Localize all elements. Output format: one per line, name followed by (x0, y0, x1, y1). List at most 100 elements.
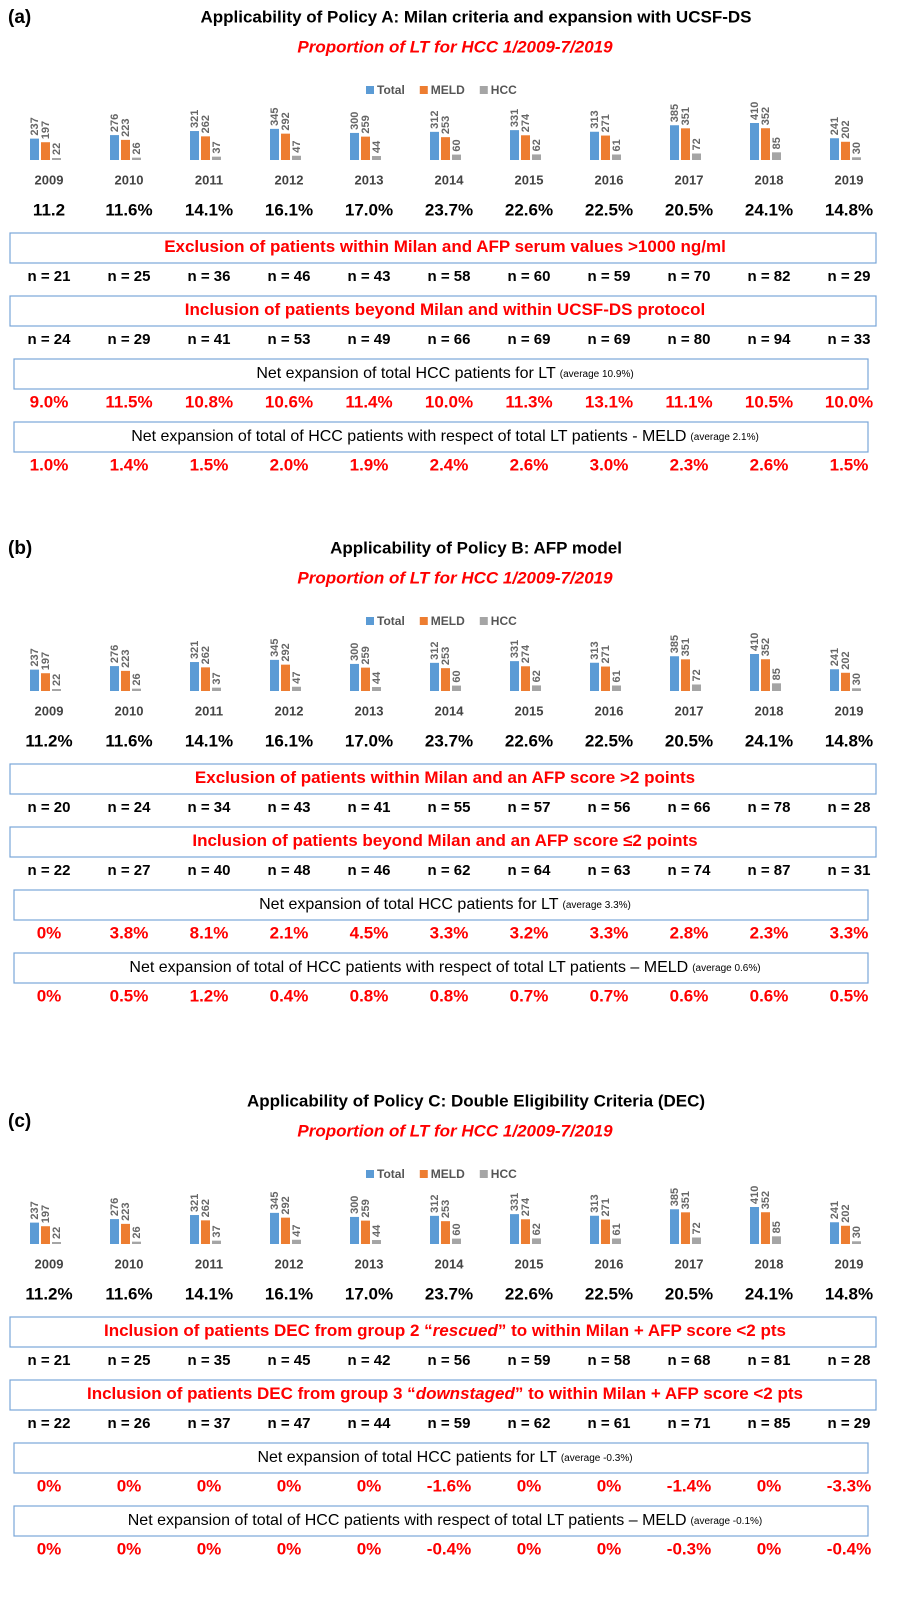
row-value: n = 85 (748, 1415, 791, 1432)
row-value: n = 35 (188, 1352, 231, 1369)
bar (41, 673, 50, 691)
row-value: 17.0% (345, 200, 393, 219)
bar-value-label: 331 (509, 1193, 521, 1211)
row-value: 0.8% (430, 986, 469, 1005)
x-tick-label: 2013 (355, 1256, 384, 1271)
row-value: n = 20 (28, 799, 71, 816)
bar-value-label: 321 (189, 1194, 201, 1212)
bar (612, 154, 621, 160)
section-heading: Exclusion of patients within Milan and a… (195, 768, 695, 787)
bar-value-label: 385 (669, 635, 681, 653)
row-value: 0% (277, 1539, 302, 1558)
row-value: n = 27 (108, 862, 151, 879)
bar (190, 1215, 199, 1244)
row-value: 3.2% (510, 923, 549, 942)
row-value: 2.0% (270, 455, 309, 474)
row-value: 14.8% (825, 1284, 873, 1303)
row-value: 24.1% (745, 731, 793, 750)
bar (830, 1222, 839, 1244)
bar (852, 157, 861, 160)
legend-label: MELD (431, 614, 465, 628)
section-box (9, 295, 877, 327)
heading-part: Net expansion of total of HCC patients w… (131, 428, 686, 445)
bar-value-label: 259 (360, 646, 372, 664)
bar (772, 1236, 781, 1244)
bar-value-label: 223 (120, 119, 132, 137)
bar (30, 138, 39, 160)
bar-value-label: 313 (589, 1194, 601, 1212)
row-value: n = 21 (28, 1352, 71, 1369)
bar (270, 128, 279, 160)
bar-value-label: 312 (429, 641, 441, 659)
bar (372, 687, 381, 691)
bar (350, 1216, 359, 1244)
bar (132, 688, 141, 691)
row-value: 11.5% (105, 392, 152, 411)
bar-value-label: 262 (200, 115, 212, 133)
bar (292, 155, 301, 160)
legend-swatch (479, 1170, 488, 1178)
heading-note: (average -0.3%) (561, 1453, 633, 1464)
row-value: 14.1% (185, 200, 233, 219)
bar (132, 1241, 141, 1244)
bar-value-label: 300 (349, 1196, 361, 1214)
x-tick-label: 2014 (435, 703, 465, 718)
bar-value-label: 276 (109, 645, 121, 663)
row-value: 0% (757, 1476, 782, 1495)
bar-value-label: 72 (691, 138, 703, 150)
section-box (13, 952, 869, 984)
row-value: n = 41 (188, 331, 231, 348)
bar-value-label: 351 (680, 638, 692, 656)
heading-part: Inclusion of patients beyond Milan and a… (192, 831, 697, 850)
row-value: n = 36 (188, 268, 231, 285)
row-value: 3.0% (590, 455, 629, 474)
bar-value-label: 37 (211, 141, 223, 153)
row-value: n = 49 (348, 331, 391, 348)
row-value: 2.6% (510, 455, 549, 474)
x-tick-label: 2012 (275, 172, 304, 187)
row-value: 0% (117, 1476, 142, 1495)
heading-note: (average 0.6%) (692, 963, 760, 974)
row-value: 10.8% (185, 392, 233, 411)
row-value: n = 55 (428, 799, 471, 816)
bar-value-label: 312 (429, 110, 441, 128)
row-value: -1.4% (667, 1476, 711, 1495)
bar (430, 1215, 439, 1244)
bar-value-label: 321 (189, 110, 201, 128)
bar (361, 667, 370, 691)
bar-value-label: 292 (280, 1196, 292, 1214)
row-value: 0.5% (110, 986, 149, 1005)
bar-value-label: 345 (269, 639, 281, 657)
row-value: 10.5% (745, 392, 793, 411)
x-tick-label: 2012 (275, 703, 304, 718)
row-value: 16.1% (265, 1284, 313, 1303)
heading-note: (average 2.1%) (690, 432, 758, 443)
bar (30, 669, 39, 691)
row-value: 23.7% (425, 731, 473, 750)
row-value: n = 47 (268, 1415, 311, 1432)
bar-value-label: 274 (520, 1197, 532, 1216)
row-value: 24.1% (745, 1284, 793, 1303)
bar (590, 131, 599, 160)
bar-value-label: 30 (851, 1226, 863, 1238)
row-value: n = 56 (588, 799, 631, 816)
row-value: 0.8% (350, 986, 389, 1005)
row-value: n = 34 (188, 799, 232, 816)
heading-part: Net expansion of total HCC patients for … (256, 365, 556, 382)
bar (852, 688, 861, 691)
legend-label: HCC (491, 83, 517, 97)
x-tick-label: 2016 (595, 703, 624, 718)
row-value: 11.1% (665, 392, 712, 411)
row-value: 11.6% (105, 1284, 152, 1303)
row-value: 0% (357, 1539, 382, 1558)
section-heading: Net expansion of total of HCC patients w… (129, 959, 760, 976)
bar (201, 136, 210, 160)
bar-value-label: 331 (509, 640, 521, 658)
x-tick-label: 2009 (35, 172, 64, 187)
bar (110, 1219, 119, 1244)
row-value: 2.3% (670, 455, 709, 474)
bar-value-label: 300 (349, 112, 361, 130)
x-tick-label: 2018 (755, 703, 784, 718)
row-value: n = 22 (28, 862, 71, 879)
legend-swatch (419, 1170, 428, 1178)
